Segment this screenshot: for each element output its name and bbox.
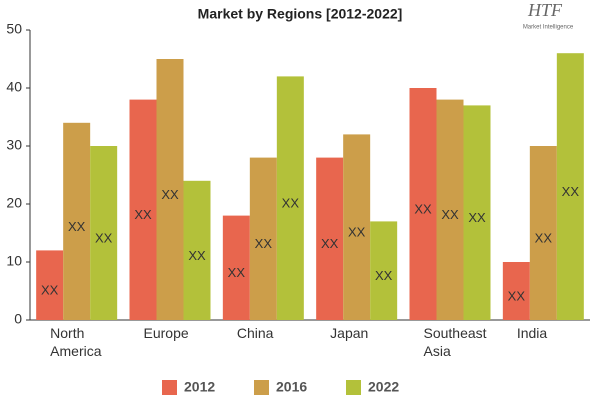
bar [343, 134, 371, 320]
logo-text: HTF [527, 0, 563, 20]
bar [63, 122, 91, 320]
x-tick-label: China [236, 325, 274, 341]
x-tick-label: Japan [330, 325, 369, 341]
bar [370, 221, 398, 320]
y-tick-label: 10 [6, 253, 22, 269]
y-tick-label: 20 [6, 195, 22, 211]
data-label: XX [562, 184, 580, 199]
bar [463, 105, 491, 321]
bar [409, 88, 437, 320]
bar [276, 76, 304, 321]
data-label: XX [95, 230, 113, 245]
data-label: XX [441, 207, 459, 222]
bar [502, 262, 530, 320]
data-label: XX [535, 230, 553, 245]
bar [529, 146, 557, 320]
data-label: XX [468, 210, 486, 225]
data-label: XX [41, 283, 59, 298]
x-tick-label: India [516, 325, 548, 341]
bar [222, 215, 250, 320]
bar [36, 250, 64, 320]
data-label: XX [68, 219, 86, 234]
data-label: XX [282, 196, 300, 211]
data-label: XX [188, 248, 206, 263]
y-tick-label: 40 [6, 79, 22, 95]
data-label: XX [134, 207, 152, 222]
legend-label: 2022 [368, 379, 399, 395]
y-tick-label: 0 [14, 311, 22, 327]
data-label: XX [321, 236, 339, 251]
bar [556, 53, 584, 320]
y-tick-label: 30 [6, 137, 22, 153]
data-label: XX [348, 225, 366, 240]
legend-swatch [254, 380, 269, 395]
legend-swatch [162, 380, 177, 395]
chart-title: Market by Regions [2012-2022] [198, 6, 403, 22]
bar [129, 99, 157, 320]
legend-label: 2016 [276, 379, 307, 395]
bar [249, 157, 277, 320]
data-label: XX [508, 288, 526, 303]
data-label: XX [375, 268, 393, 283]
logo-subtext: Market Intelligence [523, 25, 574, 31]
bar [90, 146, 118, 320]
bar [436, 99, 464, 320]
x-tick-label: Southeast Asia [423, 325, 487, 359]
x-tick-label: Europe [143, 325, 189, 341]
legend-label: 2012 [184, 379, 215, 395]
data-label: XX [414, 201, 432, 216]
x-tick-label: North America [50, 325, 102, 359]
data-label: XX [255, 236, 273, 251]
bar [156, 59, 184, 320]
bar [183, 180, 211, 320]
data-label: XX [161, 187, 179, 202]
y-tick-label: 50 [6, 21, 22, 37]
bar [316, 157, 344, 320]
legend-swatch [346, 380, 361, 395]
data-label: XX [228, 265, 246, 280]
